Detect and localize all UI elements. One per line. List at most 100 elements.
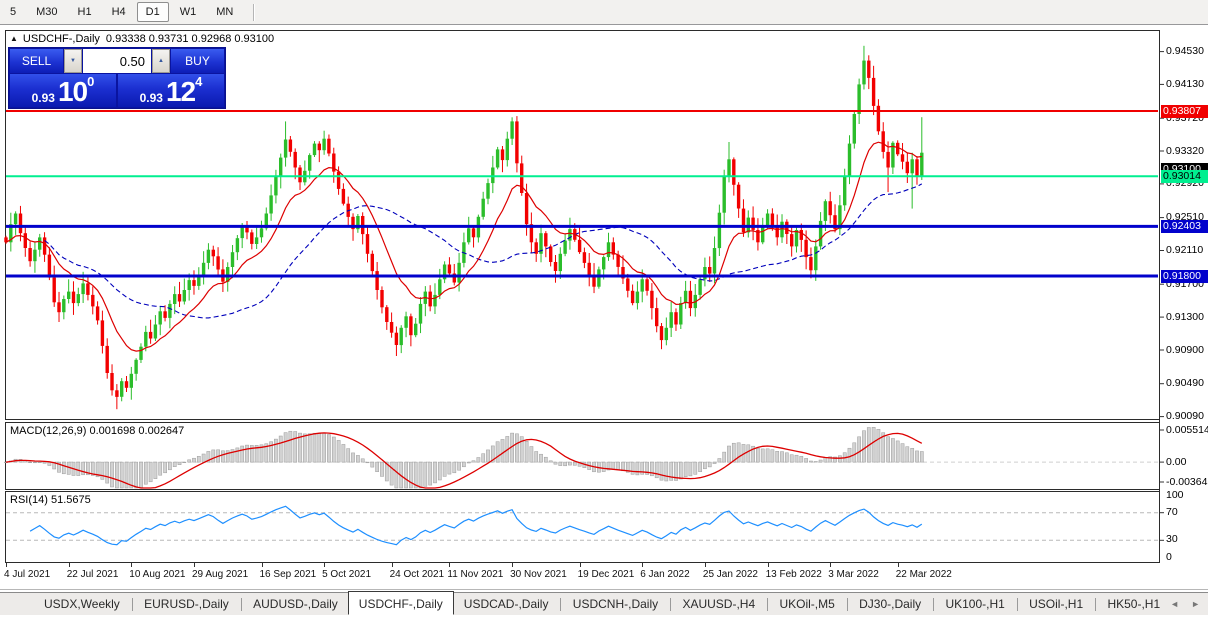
date-tick bbox=[830, 563, 832, 567]
date-label: 10 Aug 2021 bbox=[129, 569, 186, 580]
date-label: 11 Nov 2021 bbox=[447, 569, 504, 580]
timeframe-button-h1[interactable]: H1 bbox=[77, 6, 92, 18]
date-label: 22 Jul 2021 bbox=[66, 569, 119, 580]
date-label: 30 Nov 2021 bbox=[510, 569, 567, 580]
date-tick bbox=[324, 563, 326, 567]
date-tick bbox=[512, 563, 514, 567]
price-marker-label: 0.93014 bbox=[1161, 169, 1208, 183]
macd-axis-label: 0.005514 bbox=[1166, 424, 1208, 436]
macd-axis-label: -0.003642 bbox=[1166, 476, 1208, 488]
tab-xauusd-h4[interactable]: XAUUSD-,H4 bbox=[682, 597, 756, 611]
sell-price-display[interactable]: 0.93 10 0 bbox=[10, 74, 116, 107]
price-tick-label: 0.90490 bbox=[1166, 377, 1204, 390]
price-marker-label: 0.91800 bbox=[1161, 269, 1208, 283]
collapse-panel-icon[interactable]: ▲ bbox=[10, 34, 18, 43]
volume-decrease-button[interactable]: ▼ bbox=[64, 49, 82, 73]
date-label: 4 Jul 2021 bbox=[4, 569, 51, 580]
tab-eurusd-daily[interactable]: EURUSD-,Daily bbox=[144, 597, 229, 611]
date-label: 16 Sep 2021 bbox=[259, 569, 317, 580]
date-label: 24 Oct 2021 bbox=[389, 569, 445, 580]
macd-axis-label: 0.00 bbox=[1166, 456, 1187, 469]
chart-tab-bar: USDX,Weekly EURUSD-,Daily AUDUSD-,Daily USD… bbox=[0, 590, 1208, 615]
date-label: 29 Aug 2021 bbox=[192, 569, 249, 580]
date-tick bbox=[131, 563, 133, 567]
timeframe-button-5[interactable]: 5 bbox=[10, 6, 17, 18]
tab-usdcad-daily[interactable]: USDCAD-,Daily bbox=[463, 597, 549, 611]
chart-title-ohlc: 0.93338 0.93731 0.92968 0.93100 bbox=[105, 33, 275, 45]
timeframe-button-h4[interactable]: H4 bbox=[111, 6, 126, 18]
tab-scroll-right-icon[interactable]: ► bbox=[1191, 599, 1200, 609]
date-axis: 4 Jul 2021 22 Jul 2021 10 Aug 2021 29 Aug 2… bbox=[4, 563, 1160, 588]
tab-scroll-left-icon[interactable]: ◄ bbox=[1170, 599, 1180, 609]
date-tick bbox=[68, 563, 70, 567]
one-click-trading-panel: SELL ▼ ▲ BUY 0.93 10 0 0.93 12 4 bbox=[8, 47, 226, 109]
date-tick bbox=[194, 563, 195, 567]
rsi-axis-label: 30 bbox=[1166, 533, 1178, 546]
buy-price-sup: 4 bbox=[195, 74, 203, 89]
sell-price-main: 10 bbox=[57, 76, 88, 107]
tab-uk100-h1[interactable]: UK100-,H1 bbox=[945, 597, 1005, 611]
rsi-axis-label: 100 bbox=[1166, 489, 1184, 501]
rsi-axis-label: 70 bbox=[1166, 505, 1178, 518]
sell-button[interactable]: SELL bbox=[10, 49, 63, 73]
price-tick-label: 0.94530 bbox=[1166, 45, 1204, 58]
tab-audusd-daily[interactable]: AUDUSD-,Daily bbox=[253, 597, 338, 611]
price-tick-label: 0.93320 bbox=[1166, 144, 1204, 157]
rsi-pane[interactable] bbox=[5, 491, 1160, 563]
timeframe-button-m30[interactable]: M30 bbox=[36, 6, 58, 18]
volume-increase-button[interactable]: ▲ bbox=[152, 49, 170, 73]
date-label: 13 Feb 2022 bbox=[765, 569, 822, 580]
chart-title: ▲ USDCHF-,Daily 0.93338 0.93731 0.92968 0.… bbox=[10, 33, 274, 45]
date-label: 6 Jan 2022 bbox=[640, 569, 690, 580]
buy-price-main: 12 bbox=[165, 76, 196, 107]
macd-label: MACD(12,26,9) 0.001698 0.002647 bbox=[10, 425, 185, 437]
chart-title-symbol: USDCHF-,Daily bbox=[22, 33, 100, 45]
buy-button[interactable]: BUY bbox=[171, 49, 224, 73]
trade-prices-row: 0.93 10 0 0.93 12 4 bbox=[10, 74, 224, 107]
timeframe-button-d1[interactable]: D1 bbox=[136, 2, 169, 22]
tab-usdcnh-daily[interactable]: USDCNH-,Daily bbox=[572, 597, 659, 611]
tab-hk50-h1[interactable]: HK50-,H1 bbox=[1107, 597, 1161, 611]
tab-usdx-weekly[interactable]: USDX,Weekly bbox=[44, 597, 120, 611]
trade-controls-row: SELL ▼ ▲ BUY bbox=[10, 49, 224, 73]
date-label: 3 Mar 2022 bbox=[828, 569, 879, 580]
buy-price-prefix: 0.93 bbox=[139, 91, 163, 105]
sell-price-prefix: 0.93 bbox=[31, 91, 55, 105]
price-tick-label: 0.92110 bbox=[1166, 244, 1204, 256]
buy-price-display[interactable]: 0.93 12 4 bbox=[118, 74, 224, 107]
date-label: 5 Oct 2021 bbox=[322, 569, 372, 580]
date-label: 19 Dec 2021 bbox=[577, 569, 635, 580]
toolbar-separator bbox=[253, 3, 256, 21]
timeframe-toolbar: 5 M30 H1 H4 D1 W1 MN bbox=[0, 0, 1208, 25]
rsi-label: RSI(14) 51.5675 bbox=[10, 494, 91, 506]
date-tick bbox=[261, 563, 263, 567]
sell-price-sup: 0 bbox=[87, 74, 95, 89]
tab-usdchf-daily[interactable]: USDCHF-,Daily bbox=[347, 590, 454, 615]
price-tick-label: 0.94130 bbox=[1166, 77, 1204, 90]
price-axis: 0.94530 0.94130 0.93720 0.93320 0.92920 0.925… bbox=[1160, 0, 1208, 590]
price-marker-label: 0.92403 bbox=[1161, 219, 1208, 233]
price-tick-label: 0.91300 bbox=[1166, 310, 1204, 323]
volume-input[interactable] bbox=[83, 49, 151, 73]
date-tick bbox=[449, 563, 451, 567]
price-marker-label: 0.93807 bbox=[1161, 104, 1208, 118]
tab-ukoil-m5[interactable]: UKOil-,M5 bbox=[779, 597, 835, 611]
tab-scroll-arrows: ◄ ► bbox=[1170, 599, 1208, 609]
timeframe-button-mn[interactable]: MN bbox=[216, 6, 234, 18]
date-tick bbox=[391, 563, 393, 567]
date-tick bbox=[767, 563, 769, 567]
date-tick bbox=[897, 563, 899, 567]
date-tick bbox=[704, 563, 706, 567]
price-axis-border bbox=[1159, 30, 1160, 563]
price-tick-label: 0.90900 bbox=[1166, 343, 1204, 356]
tab-usoil-h1[interactable]: USOil-,H1 bbox=[1029, 597, 1084, 611]
date-tick bbox=[6, 563, 7, 567]
date-label: 22 Mar 2022 bbox=[895, 569, 952, 580]
date-tick bbox=[642, 563, 644, 567]
date-label: 25 Jan 2022 bbox=[702, 569, 758, 580]
date-tick bbox=[579, 563, 581, 567]
timeframe-button-w1[interactable]: W1 bbox=[179, 6, 197, 18]
tab-dj30-daily[interactable]: DJ30-,Daily bbox=[859, 597, 922, 611]
rsi-axis-label: 0 bbox=[1166, 551, 1172, 563]
